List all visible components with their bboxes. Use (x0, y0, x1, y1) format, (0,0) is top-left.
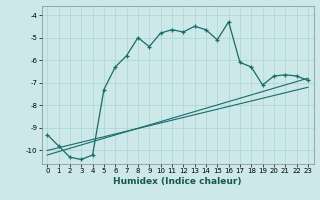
X-axis label: Humidex (Indice chaleur): Humidex (Indice chaleur) (113, 177, 242, 186)
